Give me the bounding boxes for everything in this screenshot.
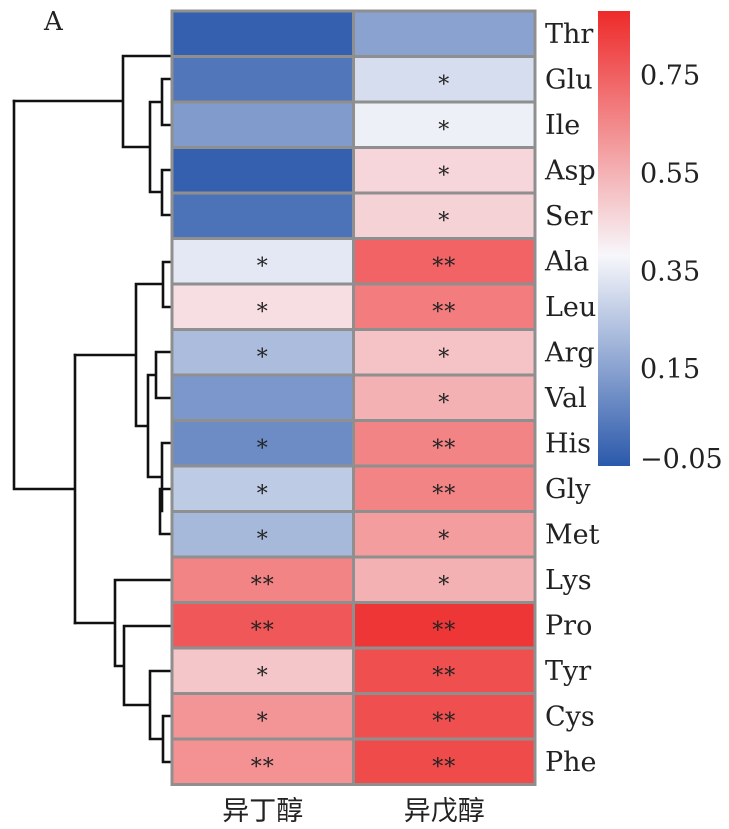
significance-marker: ** [432, 664, 456, 689]
significance-marker: ** [432, 254, 456, 279]
heatmap-cell [170, 191, 355, 240]
heatmap-cell [170, 510, 355, 559]
row-label: Glu [545, 64, 593, 95]
significance-marker: * [438, 573, 450, 598]
heatmap-cell [352, 601, 537, 650]
significance-marker: * [257, 436, 269, 461]
row-label: Cys [545, 701, 595, 732]
significance-marker: * [438, 527, 450, 552]
colorbar-tick-label: 0.55 [640, 158, 700, 189]
heatmap-cell [170, 464, 355, 513]
heatmap-cell [352, 191, 537, 240]
significance-marker: * [257, 300, 269, 325]
heatmap-cell [170, 9, 355, 58]
significance-marker: * [257, 664, 269, 689]
colorbar-ticks: 0.75 0.55 0.35 0.15 −0.05 [640, 61, 723, 475]
colorbar-tick-label: −0.05 [640, 444, 723, 475]
significance-marker: * [438, 118, 450, 143]
heatmap-cell [352, 646, 537, 695]
row-dendrogram [12, 54, 174, 764]
heatmap-cell [352, 373, 537, 422]
significance-marker: * [257, 709, 269, 734]
significance-marker: * [257, 482, 269, 507]
significance-marker: * [438, 163, 450, 188]
row-label: His [545, 428, 591, 459]
column-label: 异戊醇 [404, 796, 485, 827]
significance-marker: * [438, 345, 450, 370]
heatmap-cell [170, 646, 355, 695]
heatmap-cell [352, 9, 537, 58]
panel-label: A [43, 7, 64, 37]
significance-marker: ** [432, 618, 456, 643]
heatmap-cells: ***** *** *** *** *** *** *** *** *** *** **** ** [170, 9, 537, 786]
heatmap-cell [170, 100, 355, 149]
colorbar-tick-label: 0.35 [640, 256, 700, 287]
row-label: Gly [545, 474, 591, 505]
heatmap-cell [170, 146, 355, 195]
heatmap-cell [352, 282, 537, 331]
row-label: Val [544, 383, 587, 414]
row-label: Pro [545, 610, 592, 641]
heatmap-cell [170, 419, 355, 468]
significance-marker: * [257, 527, 269, 552]
significance-marker: ** [432, 482, 456, 507]
dendrogram-branch [12, 99, 77, 625]
row-label: Phe [545, 747, 597, 778]
row-label: Tyr [545, 656, 591, 687]
significance-marker: ** [251, 755, 275, 780]
heatmap-cell [352, 555, 537, 604]
row-label: Ala [544, 246, 589, 277]
row-label: Ile [545, 110, 580, 141]
colorbar-legend: 0.75 0.55 0.35 0.15 −0.05 [598, 11, 723, 475]
significance-marker: ** [432, 709, 456, 734]
significance-marker: * [438, 391, 450, 416]
colorbar [598, 11, 630, 466]
row-label: Met [545, 519, 600, 550]
significance-marker: ** [432, 755, 456, 780]
column-labels: 异丁醇 异戊醇 [222, 796, 485, 827]
significance-marker: * [438, 209, 450, 234]
significance-marker: * [257, 345, 269, 370]
colorbar-tick-label: 0.15 [640, 354, 700, 385]
heatmap-cell [352, 328, 537, 377]
heatmap-cell [352, 237, 537, 286]
column-label: 异丁醇 [222, 796, 303, 827]
significance-marker: ** [432, 300, 456, 325]
significance-marker: * [257, 254, 269, 279]
heatmap-cell [352, 510, 537, 559]
row-label: Leu [545, 292, 596, 323]
significance-marker: ** [251, 573, 275, 598]
row-label: Thr [545, 19, 593, 50]
significance-marker: * [438, 72, 450, 97]
colorbar-tick-label: 0.75 [640, 61, 700, 92]
heatmap-cell [170, 601, 355, 650]
heatmap-cell [170, 373, 355, 422]
row-labels: Thr Glu Ile Asp Ser Ala Leu Arg Val His Gly Met Lys P… [544, 19, 600, 778]
heatmap-cell [170, 55, 355, 104]
row-label: Asp [544, 155, 596, 186]
significance-marker: ** [432, 436, 456, 461]
dendrogram-branch [12, 54, 174, 217]
row-label: Arg [544, 337, 595, 368]
dendrogram-branch [73, 578, 174, 764]
row-label: Lys [545, 565, 592, 596]
row-label: Ser [545, 201, 592, 232]
significance-marker: ** [251, 618, 275, 643]
heatmap-cell [352, 737, 537, 786]
dendrogram-branch [73, 260, 174, 536]
